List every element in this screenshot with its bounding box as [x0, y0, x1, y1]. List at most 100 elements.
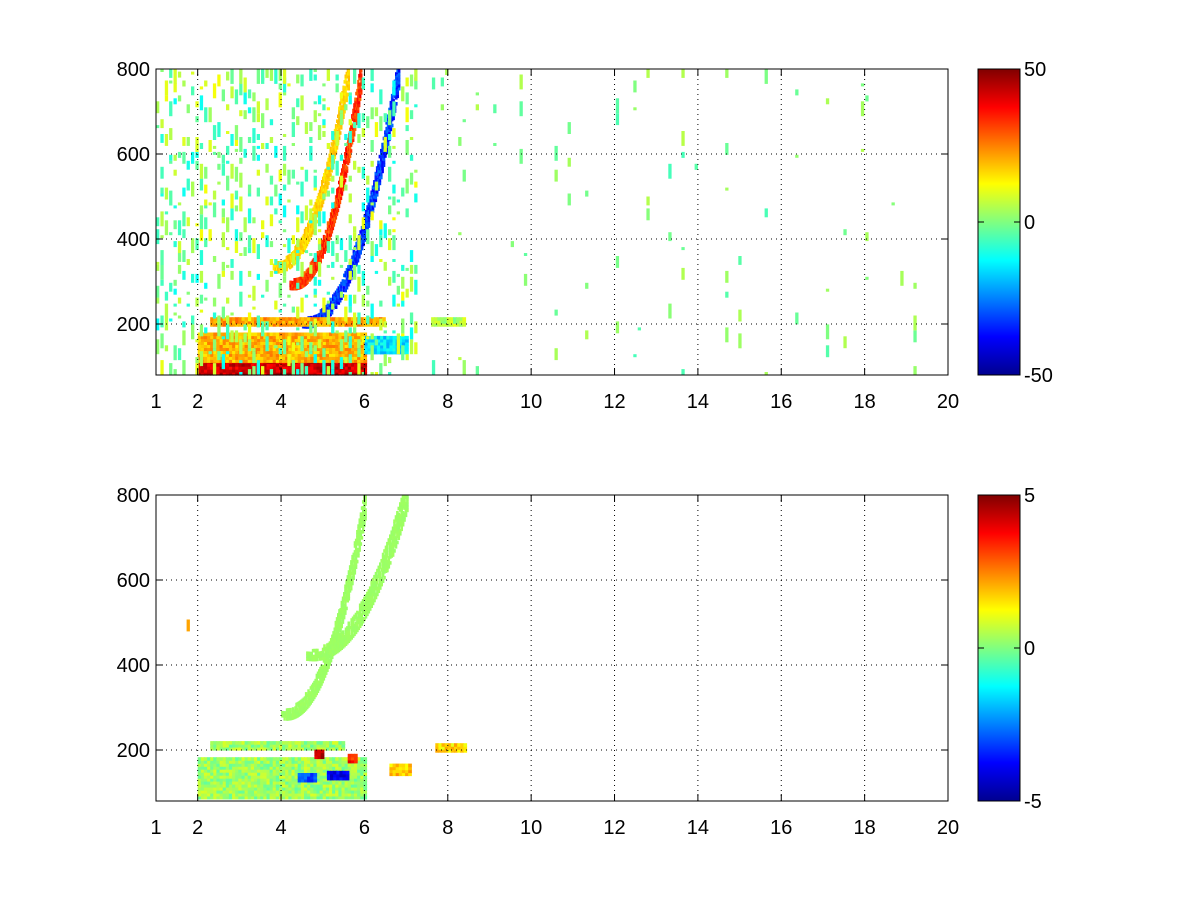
heatmap-cell [349, 267, 353, 272]
heatmap-cell [282, 790, 286, 794]
heatmap-cell [228, 350, 233, 354]
heatmap-cell [383, 137, 387, 152]
heatmap-cell [291, 763, 296, 767]
heatmap-cell [302, 248, 305, 253]
heatmap-cell [272, 747, 277, 751]
heatmap-cell [235, 363, 239, 367]
heatmap-cell [300, 317, 305, 321]
heatmap-cell [313, 169, 317, 173]
heatmap-cell [275, 787, 280, 791]
heatmap-cell [210, 795, 214, 800]
heatmap-cell [279, 766, 283, 770]
heatmap-cell [329, 363, 333, 367]
heatmap-cell [304, 169, 309, 182]
heatmap-cell [247, 363, 252, 367]
heatmap-cell [337, 289, 341, 293]
heatmap-cell [364, 499, 367, 503]
heatmap-cell [323, 659, 327, 663]
heatmap-cell [156, 101, 160, 114]
heatmap-cell [288, 795, 292, 800]
heatmap-cell [297, 369, 302, 373]
heatmap-cell [216, 335, 221, 340]
heatmap-cell [219, 747, 224, 751]
heatmap-cell [304, 320, 308, 324]
heatmap-cell [328, 177, 331, 181]
heatmap-cell [331, 261, 335, 268]
heatmap-cell [353, 129, 356, 134]
heatmap-cell [250, 317, 255, 321]
heatmap-cell [366, 187, 370, 203]
heatmap-cell [378, 181, 382, 186]
heatmap-cell [371, 580, 375, 585]
heatmap-cell [373, 335, 378, 340]
heatmap-cell [291, 332, 296, 337]
heatmap-cell [291, 792, 296, 797]
heatmap-cell [397, 536, 401, 540]
heatmap-cell [213, 772, 217, 776]
heatmap-cell [228, 741, 233, 745]
heatmap-cell [247, 89, 252, 99]
heatmap-cell [357, 757, 361, 761]
heatmap-cell [322, 323, 327, 327]
heatmap-cell [668, 163, 672, 179]
heatmap-cell [222, 792, 227, 797]
heatmap-cell [360, 350, 364, 354]
heatmap-cell [306, 657, 309, 661]
heatmap-cell [285, 338, 289, 342]
heatmap-cell [376, 592, 379, 597]
heatmap-cell [346, 635, 349, 639]
heatmap-cell [257, 341, 261, 345]
heatmap-cell [288, 763, 292, 767]
heatmap-cell [354, 127, 357, 131]
heatmap-cell [297, 356, 302, 360]
heatmap-cell [300, 181, 304, 197]
heatmap-cell [219, 332, 224, 337]
heatmap-cell [312, 685, 315, 690]
heatmap-cell [256, 244, 260, 259]
heatmap-cell [367, 203, 371, 207]
heatmap-cell [207, 778, 211, 782]
heatmap-cell [316, 347, 321, 351]
heatmap-cell [197, 784, 202, 788]
heatmap-cell [364, 594, 368, 598]
heatmap-cell [344, 143, 348, 146]
heatmap-cell [366, 208, 369, 212]
heatmap-cell [350, 363, 355, 367]
heatmap-cell [335, 160, 339, 176]
heatmap-cell [310, 657, 313, 662]
heatmap-cell [364, 508, 367, 512]
heatmap-cell [200, 784, 205, 788]
heatmap-cell [354, 612, 358, 617]
heatmap-cell [241, 775, 246, 779]
heatmap-cell [357, 766, 361, 770]
heatmap-cell [397, 74, 401, 79]
heatmap-cell [341, 332, 346, 337]
heatmap-cell [291, 169, 295, 179]
heatmap-cell [272, 356, 277, 360]
heatmap-cell [164, 220, 169, 236]
heatmap-cell [311, 648, 315, 653]
heatmap-cell [360, 344, 364, 348]
heatmap-cell [338, 320, 343, 324]
heatmap-cell [330, 644, 333, 648]
heatmap-cell [216, 744, 221, 748]
heatmap-cell [308, 657, 312, 662]
heatmap-cell [360, 234, 364, 239]
heatmap-cell [363, 778, 368, 782]
heatmap-cell [203, 760, 208, 764]
heatmap-cell [396, 511, 399, 515]
heatmap-cell [222, 347, 227, 351]
heatmap-cell [266, 744, 271, 748]
heatmap-cell [173, 205, 177, 209]
heatmap-cell [232, 781, 236, 785]
heatmap-cell [228, 320, 233, 324]
heatmap-cell [344, 642, 348, 646]
heatmap-cell [304, 341, 308, 345]
heatmap-cell [336, 212, 339, 216]
heatmap-cell [383, 567, 386, 571]
heatmap-cell [363, 772, 368, 776]
heatmap-cell [197, 341, 202, 345]
heatmap-cell [282, 244, 287, 248]
heatmap-cell [328, 662, 332, 666]
heatmap-cell [341, 781, 346, 785]
